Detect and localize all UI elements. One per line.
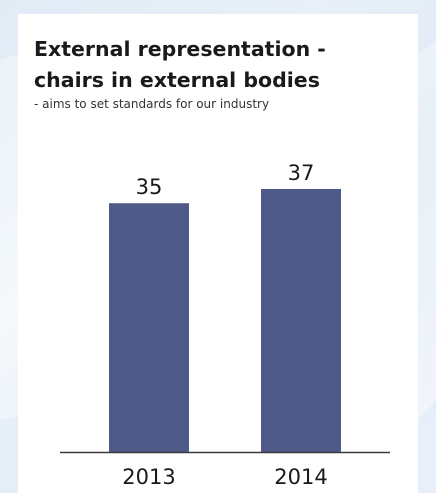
data-label-2014: 37 [288,161,315,185]
bar-2014 [261,189,341,452]
bar-2013 [109,203,189,452]
chart-card: External representation - chairs in exte… [18,14,418,493]
bar-chart: 35 2013 37 2014 [60,161,390,489]
chart-title: External representation - chairs in exte… [34,37,326,92]
x-tick-label-2013: 2013 [122,465,175,489]
x-tick-label-2014: 2014 [274,465,327,489]
data-label-2013: 35 [136,175,163,199]
chart-subtitle: - aims to set standards for our industry [34,97,270,111]
